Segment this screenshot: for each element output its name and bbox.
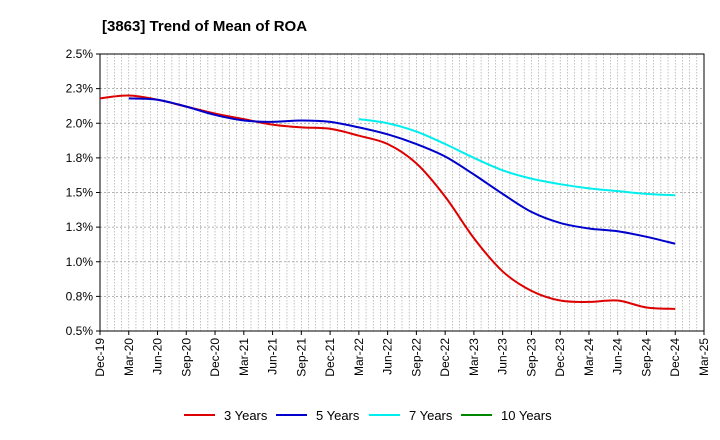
x-tick-label: Dec-19 — [93, 338, 107, 377]
x-tick-label: Mar-20 — [122, 338, 136, 376]
legend-label: 10 Years — [501, 408, 552, 423]
x-tick-label: Mar-24 — [582, 338, 596, 376]
legend-label: 5 Years — [316, 408, 360, 423]
x-tick-label: Mar-25 — [697, 338, 711, 376]
y-tick-label: 2.3% — [66, 82, 94, 96]
series-lines — [99, 94, 676, 310]
y-tick-label: 0.5% — [66, 324, 94, 338]
y-tick-label: 0.8% — [66, 289, 94, 303]
chart-title: [3863] Trend of Mean of ROA — [102, 18, 307, 35]
y-tick-label: 2.0% — [66, 116, 94, 130]
x-tick-label: Sep-21 — [294, 338, 308, 377]
x-tick-label: Mar-22 — [352, 338, 366, 376]
x-tick-label: Dec-21 — [323, 338, 337, 377]
x-axis-ticks: Dec-19 Mar-20 Jun-20 Sep-20 Dec-20 Mar-21 Jun-… — [93, 331, 711, 377]
x-tick-label: Sep-24 — [639, 338, 653, 377]
x-tick-label: Sep-22 — [409, 338, 423, 377]
y-axis-ticks: 0.5% 0.8% 1.0% 1.3% 1.5% 1.8% 2.0% 2.3% 2.5% — [66, 47, 100, 338]
y-tick-label: 2.5% — [66, 47, 94, 61]
legend: 3 Years 5 Years 7 Years 10 Years — [184, 408, 552, 423]
gridlines — [100, 54, 704, 331]
x-tick-label: Dec-20 — [208, 338, 222, 377]
x-tick-label: Mar-23 — [467, 338, 481, 376]
x-tick-label: Sep-23 — [524, 338, 538, 377]
x-tick-label: Jun-21 — [266, 338, 280, 375]
x-tick-label: Dec-23 — [553, 338, 567, 377]
y-tick-label: 1.8% — [66, 151, 94, 165]
x-tick-label: Jun-22 — [381, 338, 395, 375]
x-tick-label: Mar-21 — [237, 338, 251, 376]
x-tick-label: Sep-20 — [179, 338, 193, 377]
x-tick-label: Jun-23 — [496, 338, 510, 375]
legend-label: 3 Years — [224, 408, 268, 423]
y-tick-label: 1.3% — [66, 220, 94, 234]
x-tick-label: Dec-24 — [668, 338, 682, 377]
x-tick-label: Jun-20 — [151, 338, 165, 375]
series-line-7-years — [358, 118, 676, 197]
legend-label: 7 Years — [409, 408, 453, 423]
series-line-5-years — [128, 97, 676, 245]
x-tick-label: Dec-22 — [438, 338, 452, 377]
y-tick-label: 1.5% — [66, 186, 94, 200]
y-tick-label: 1.0% — [66, 255, 94, 269]
x-tick-label: Jun-24 — [611, 338, 625, 375]
